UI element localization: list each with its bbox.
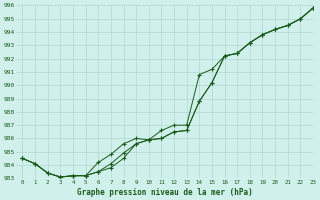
X-axis label: Graphe pression niveau de la mer (hPa): Graphe pression niveau de la mer (hPa) bbox=[77, 188, 252, 197]
